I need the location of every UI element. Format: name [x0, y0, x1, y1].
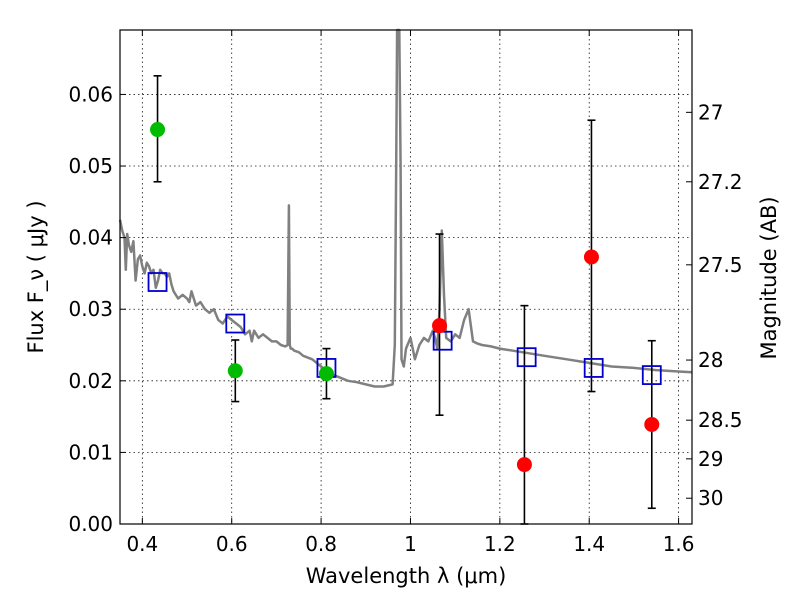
- model-photometry-square: [583, 358, 604, 378]
- red_detections-point: [432, 318, 448, 334]
- x-tick-label: 1: [404, 532, 417, 556]
- grid-layer: [120, 30, 692, 525]
- x-tick-label: 0.4: [126, 532, 158, 556]
- red_detections-point: [644, 416, 660, 432]
- y-tick-label: 0.00: [68, 512, 113, 536]
- spectrum-layer: [118, 28, 693, 388]
- plot-frame: [119, 29, 693, 525]
- right-tick-label: 29: [698, 447, 723, 471]
- errorbar-layer: [153, 75, 656, 525]
- green_detections-point: [150, 122, 166, 138]
- y-axis-label: Flux F_ν ( μJy ): [24, 200, 49, 353]
- y-tick-label: 0.06: [68, 82, 113, 106]
- x-tick-label: 1.2: [484, 532, 516, 556]
- right-tick-label: 27.2: [698, 170, 743, 194]
- y-tick-label: 0.03: [68, 297, 113, 321]
- green_detections-point: [318, 366, 334, 382]
- right-tick-label: 28.5: [698, 408, 743, 432]
- tick-layer: 0.4 0.6 0.8 1 1.2 1.4 1.6 0.00 0.01 0.02 0.03 0.04 0…: [68, 30, 743, 556]
- red_detections-point: [583, 249, 599, 265]
- model-photometry-square: [225, 313, 246, 334]
- y-tick-label: 0.01: [68, 440, 113, 464]
- green_detections-point: [227, 363, 243, 379]
- model-photometry-square: [516, 347, 537, 368]
- right-tick-label: 30: [698, 486, 723, 510]
- x-tick-label: 0.6: [216, 532, 248, 556]
- marker-layer: [147, 122, 662, 473]
- model-photometry-square: [641, 365, 662, 385]
- y-tick-label: 0.05: [68, 154, 113, 178]
- red_detections-point: [516, 457, 532, 473]
- y-tick-label: 0.04: [68, 226, 113, 250]
- right-tick-label: 27.5: [698, 253, 743, 277]
- right-axis-label: Magnitude (AB): [757, 196, 781, 359]
- x-tick-label: 0.8: [305, 532, 337, 556]
- right-tick-label: 27: [698, 100, 723, 124]
- model-photometry-square: [147, 272, 168, 292]
- x-tick-label: 1.6: [663, 532, 695, 556]
- y-tick-label: 0.02: [68, 369, 113, 393]
- x-tick-label: 1.4: [573, 532, 605, 556]
- x-axis-label: Wavelength λ (μm): [306, 564, 507, 588]
- spectrum-line: [118, 28, 693, 388]
- right-tick-label: 28: [698, 348, 723, 372]
